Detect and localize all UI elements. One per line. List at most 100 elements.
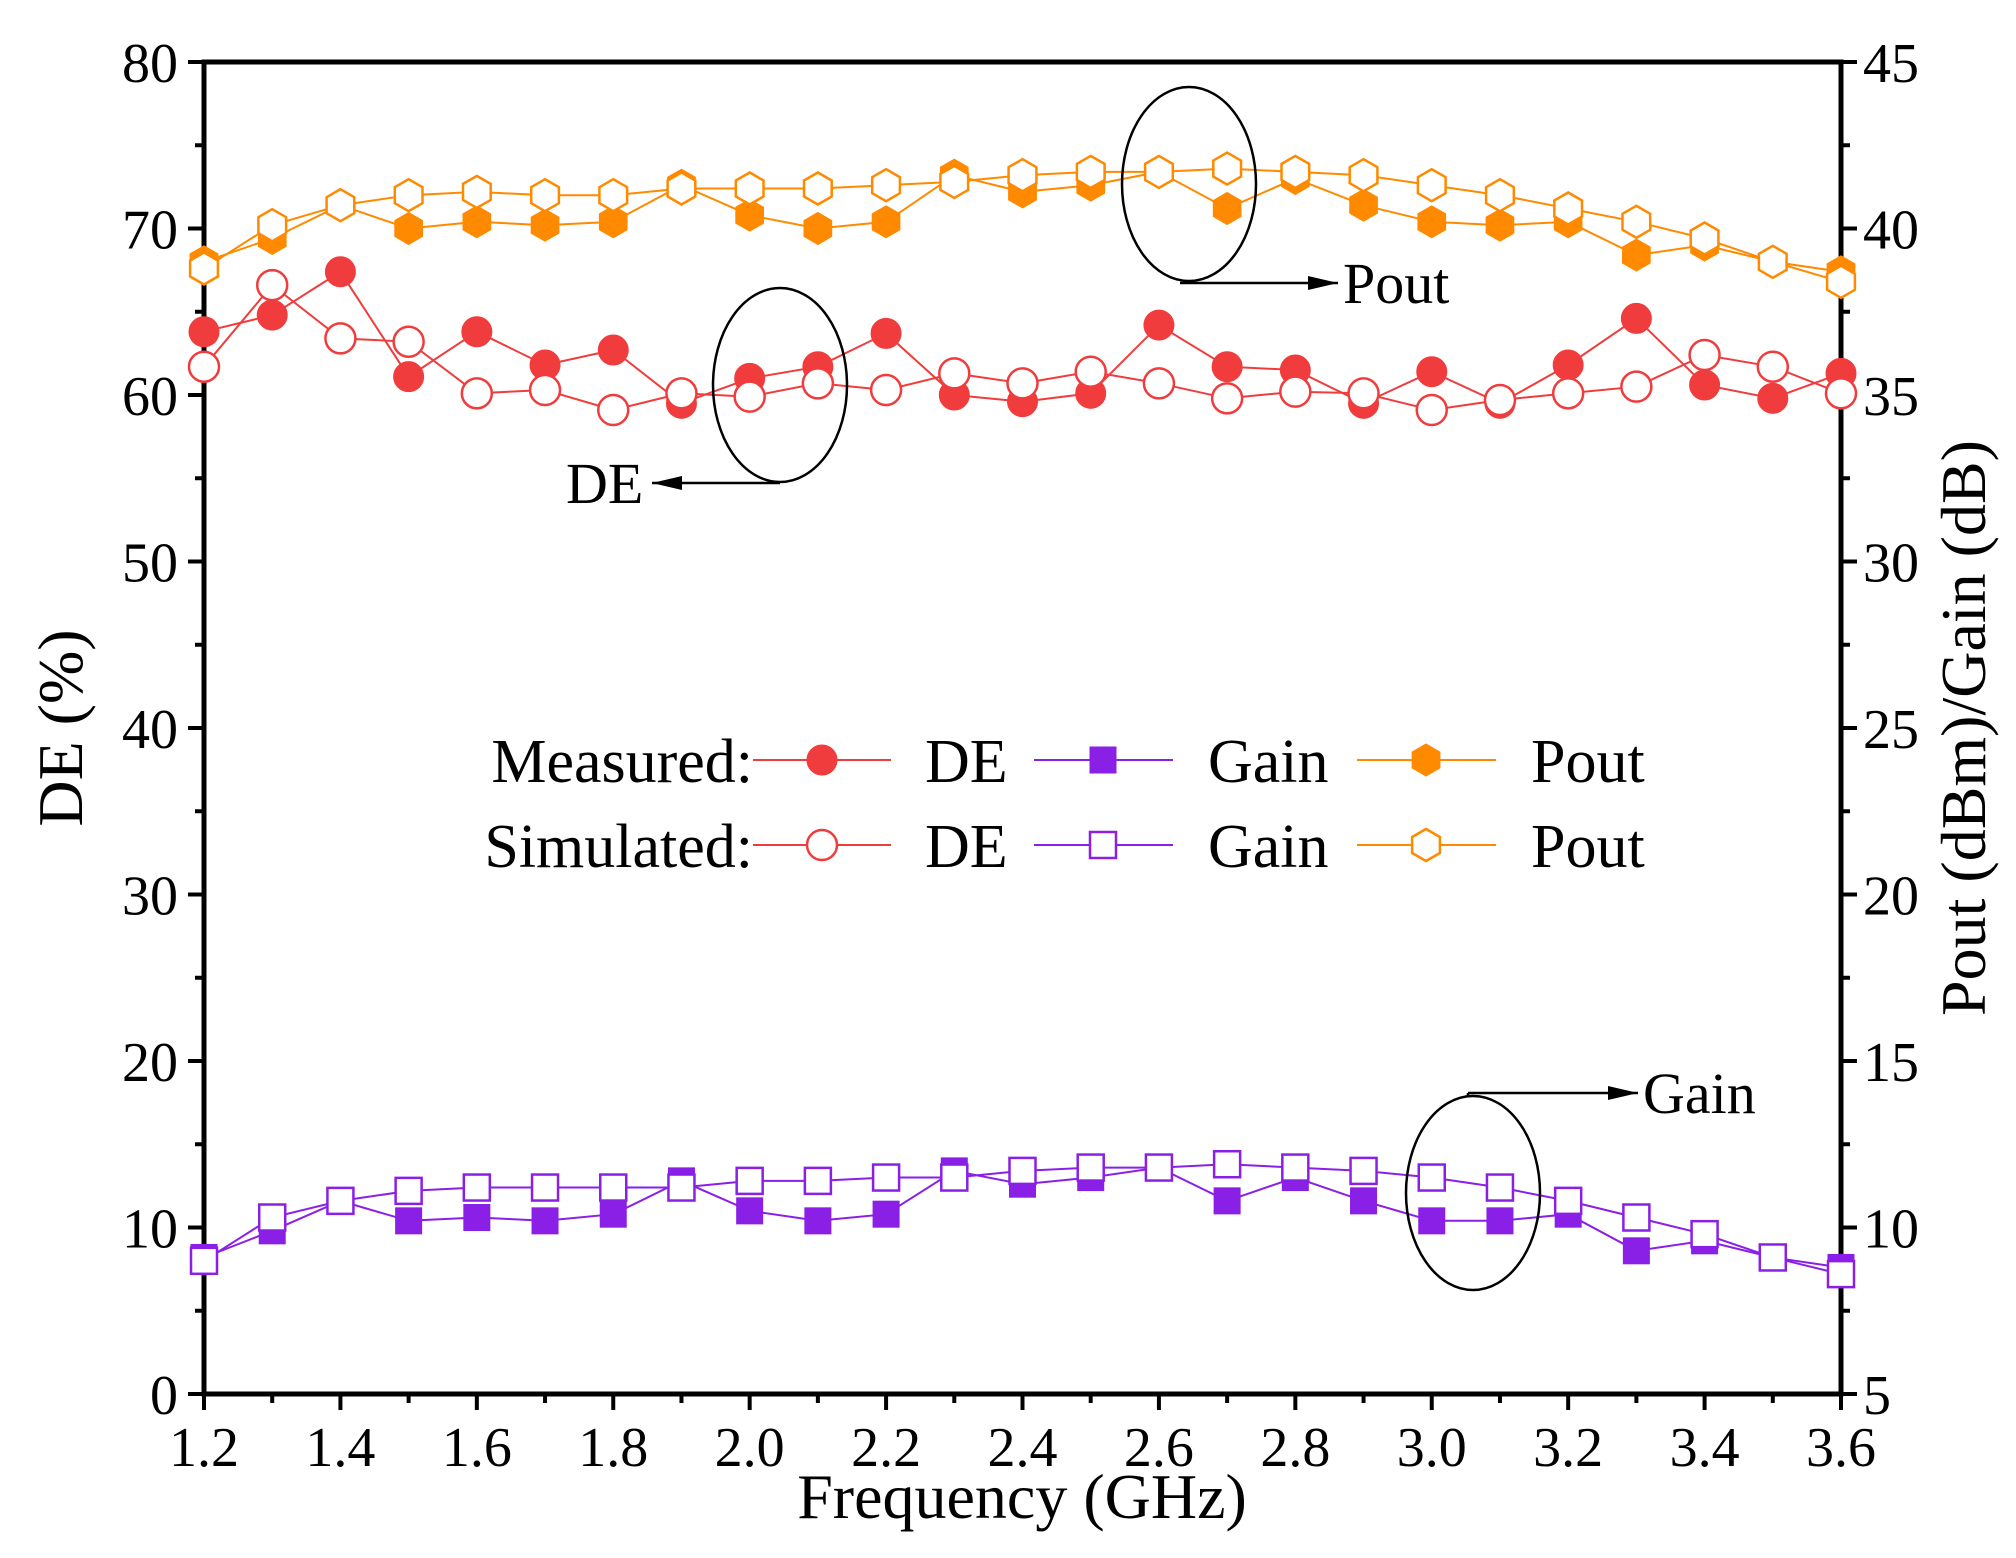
data-point [735,198,764,232]
legend-entry-label: Pout [1531,813,1645,881]
data-point [256,299,288,331]
series-layer [187,151,1858,1289]
data-point [872,1200,900,1228]
data-point [1622,1237,1650,1265]
data-point [324,256,356,288]
data-point [802,171,833,206]
data-point [325,187,356,223]
data-point [1622,1203,1651,1232]
y-axis-label: DE (%) [25,629,96,826]
legend-row-label: Measured: [491,728,753,796]
data-point [1758,1243,1788,1272]
data-point [1210,382,1244,415]
data-point [1417,1163,1446,1192]
x-tick-label: 1.2 [169,1417,239,1479]
data-point [1690,1219,1719,1249]
data-point [735,1166,764,1196]
legend-entry-label: DE [925,728,1008,796]
x-tick-label: 1.8 [578,1417,648,1479]
data-point [395,1207,423,1235]
arrowhead-icon [652,476,682,490]
data-point [1212,151,1243,187]
y-tick-label: 70 [122,200,178,262]
data-point [462,1173,492,1202]
data-point [1279,375,1312,408]
y2-tick-label: 30 [1863,533,1919,595]
legend-marker [1410,827,1442,863]
x-tick-label: 3.0 [1397,1417,1467,1479]
data-point [1144,1153,1174,1182]
data-point [460,377,494,410]
data-point [529,177,561,213]
data-point [528,373,562,407]
data-point [324,322,357,355]
y-tick-label: 50 [122,533,178,595]
data-point [1143,309,1175,341]
data-point [1689,221,1720,256]
data-point [1553,191,1584,226]
legend-marker [1089,746,1117,774]
data-point [188,251,220,286]
data-point [394,1176,423,1206]
legend-row-label: Simulated: [484,813,753,881]
data-point [461,174,492,210]
data-point [1417,205,1447,239]
series-simulated-pout [188,151,1857,300]
data-point [393,361,425,393]
data-point [1143,154,1175,190]
data-point [257,1203,287,1232]
data-point [1416,167,1447,203]
data-point [326,1186,355,1216]
data-point [1621,204,1652,240]
data-point [1620,302,1652,334]
data-point [870,317,902,349]
data-point [665,377,698,410]
data-point [1553,1186,1583,1216]
data-point [1486,1207,1514,1235]
x-tick-label: 1.6 [442,1417,512,1479]
x-tick-label: 3.4 [1670,1417,1740,1479]
data-point [1213,1187,1241,1215]
x-tick-label: 3.2 [1533,1417,1603,1479]
gain-annotation: Gain [1643,1061,1756,1126]
y2-tick-label: 10 [1863,1199,1919,1261]
data-point [1008,1156,1037,1186]
data-point [257,207,288,243]
data-point [1281,1153,1310,1182]
legend-entry-label: DE [925,813,1008,881]
data-point [1756,350,1790,383]
data-point [804,1207,832,1235]
x-tick-label: 2.0 [715,1417,785,1479]
data-point [803,211,833,246]
de-annotation: DE [566,451,643,516]
data-point [1688,338,1721,372]
data-point [1757,382,1789,414]
data-point [599,1173,628,1202]
y2-tick-label: 45 [1863,33,1919,95]
arrowhead-icon [1608,1086,1638,1100]
y-tick-label: 20 [122,1032,178,1094]
data-point [1074,355,1107,388]
data-point [598,177,629,213]
y2-tick-label: 20 [1863,866,1919,928]
data-point [187,350,221,383]
axes: 1.2 1.4 1.6 1.8 2.0 2.2 2.4 2.6 2.8 3.0 3.2 3.4 3.6 0… [122,33,1919,1479]
data-point [463,1204,491,1232]
data-point [530,208,560,242]
data-point [939,164,970,200]
annotations: Pout DE Gain [566,85,1756,1292]
data-point [394,211,423,246]
data-point [1280,154,1311,190]
legend-marker [805,828,839,862]
y2-tick-label: 5 [1863,1365,1891,1427]
data-point [1142,367,1176,400]
data-point [189,1246,219,1276]
data-point [1551,377,1585,410]
data-point [801,367,835,400]
data-point [666,171,697,206]
legend-marker [1411,743,1441,777]
legend-entry-label: Gain [1208,728,1329,796]
data-point [736,1197,764,1225]
data-point [598,205,628,239]
data-point [1211,351,1243,383]
